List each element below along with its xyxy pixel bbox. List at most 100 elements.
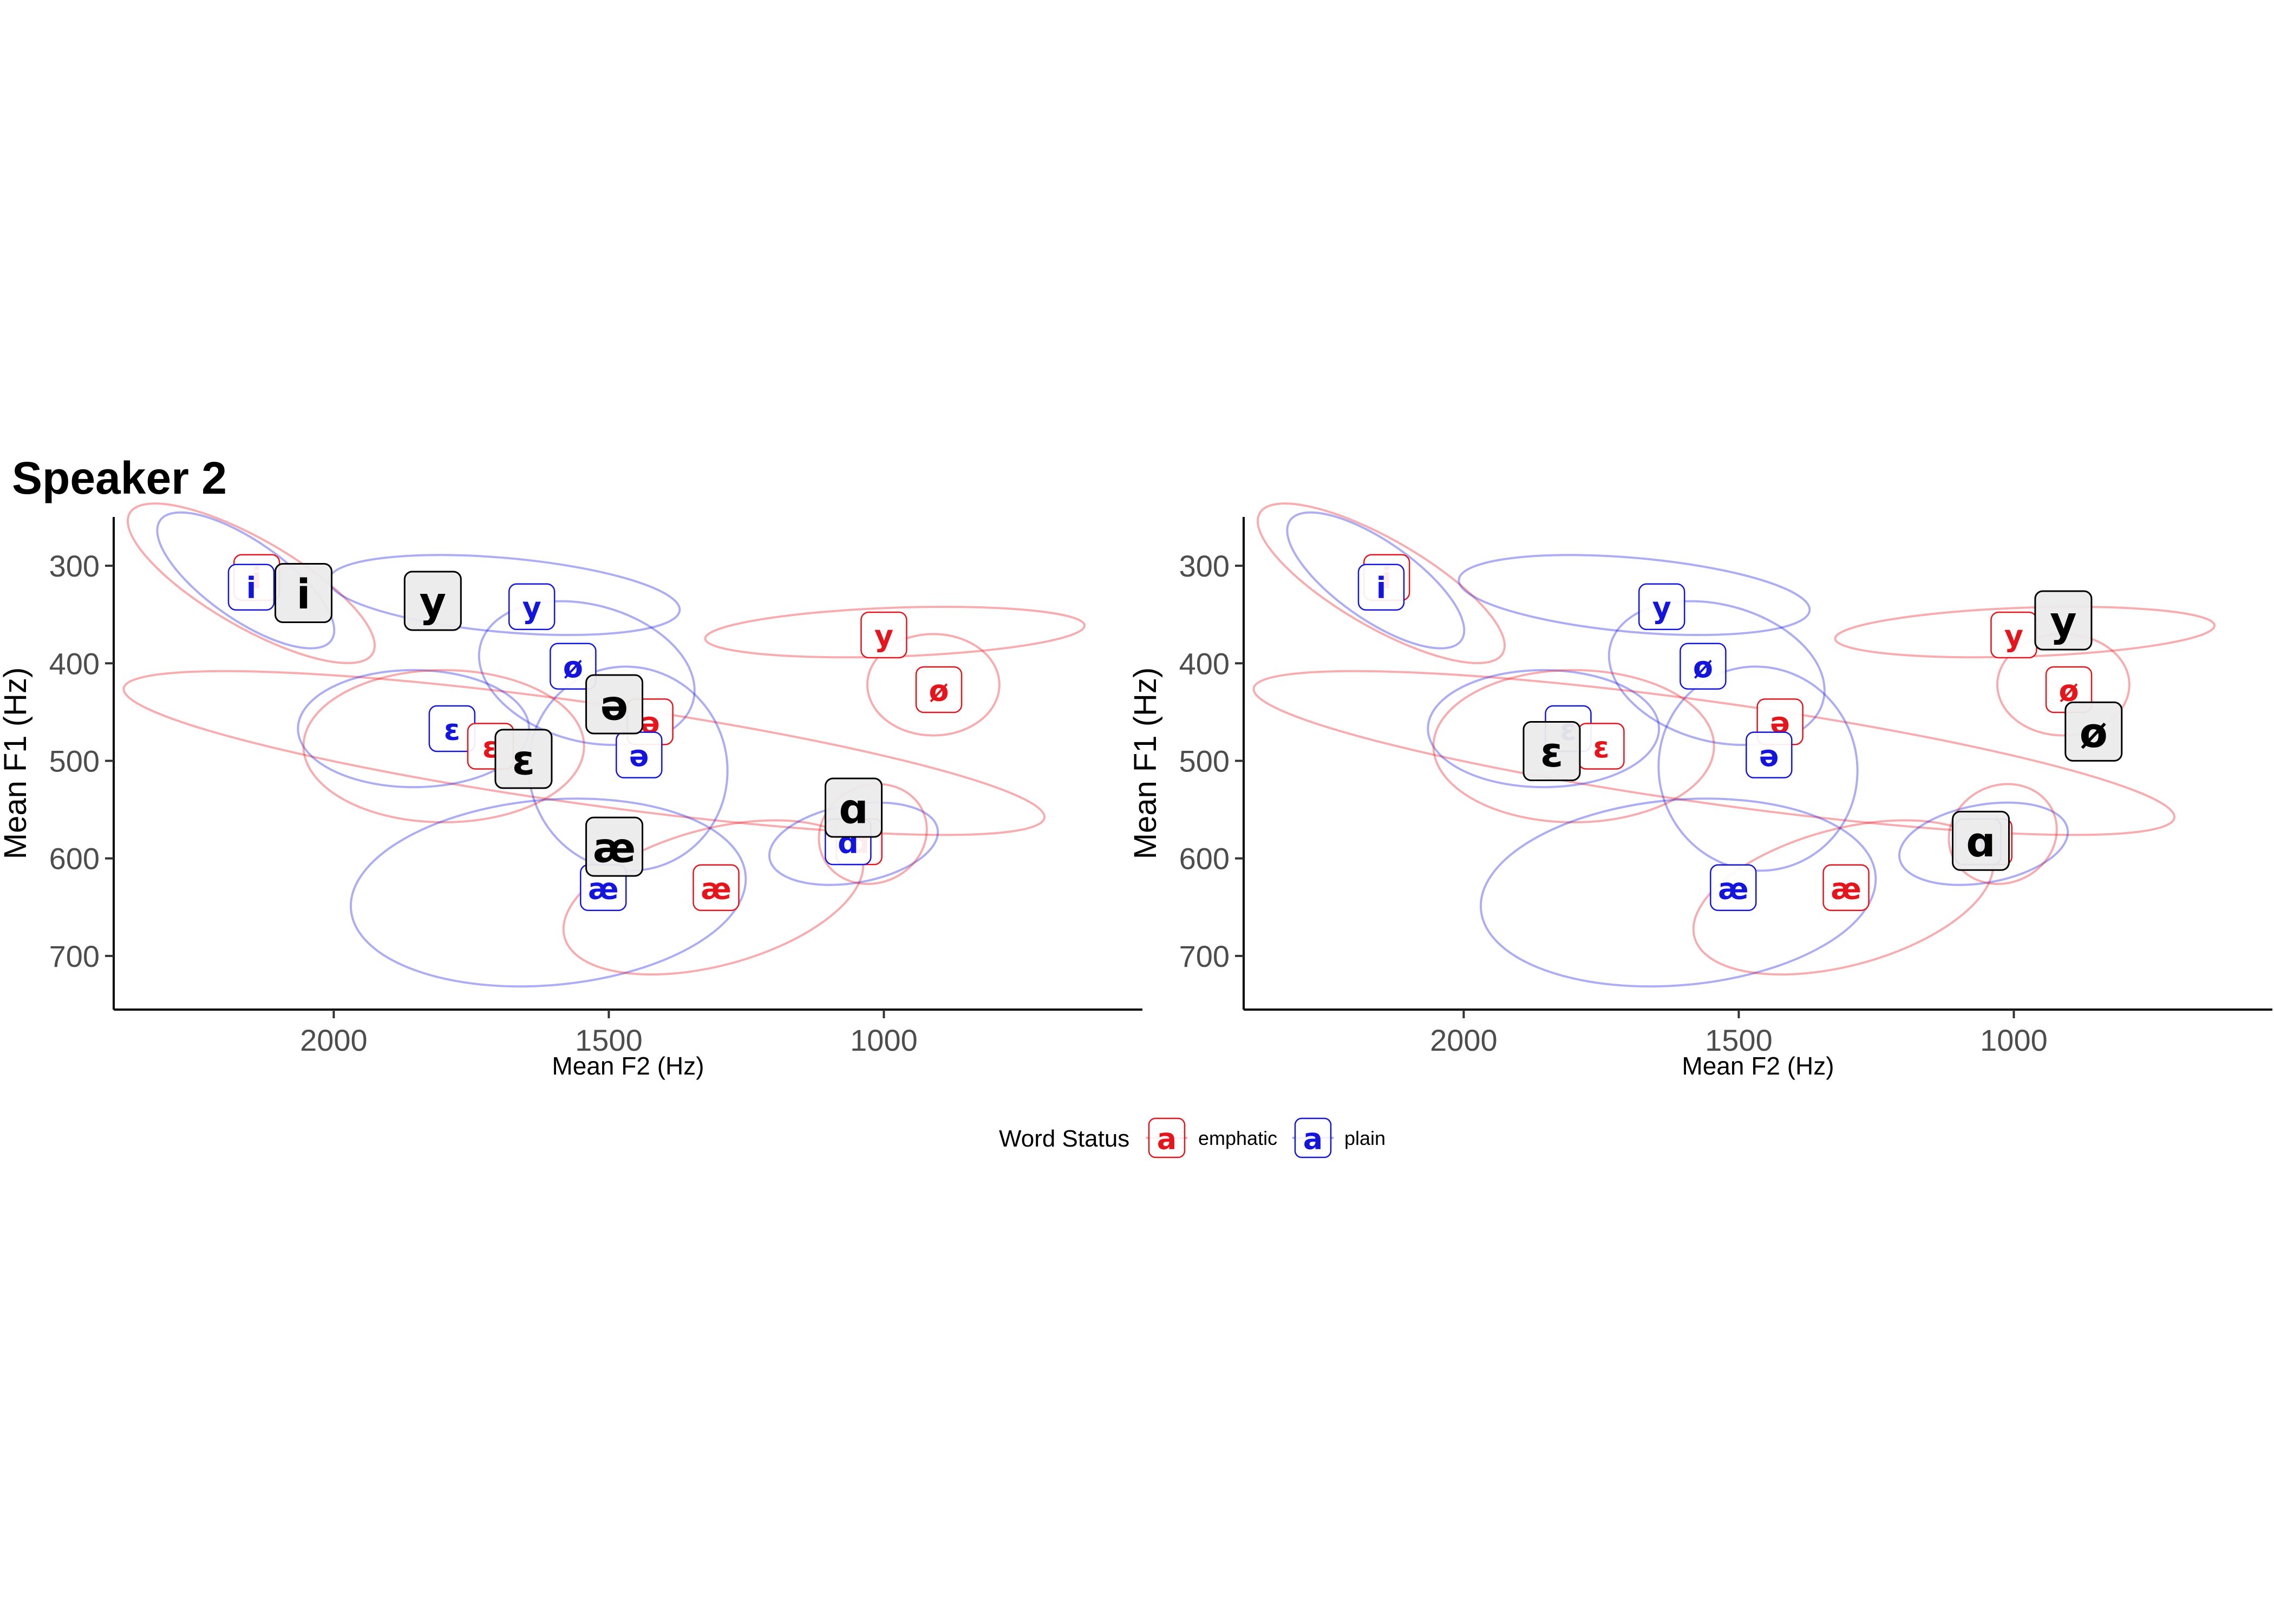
y-tick-label: 600: [49, 842, 100, 876]
ellipse-plain-5: [1608, 600, 1826, 746]
point-plain-8-text: ə: [629, 739, 649, 773]
point-mean-18-text: ɛ: [512, 736, 535, 784]
ellipse-plain-9: [297, 669, 531, 789]
y-tick-label: 500: [1179, 744, 1230, 778]
point-emphatic-14: æ: [692, 864, 740, 912]
point-plain-5-text: ø: [563, 650, 583, 684]
legend-label-emphatic: emphatic: [1198, 1127, 1277, 1149]
point-plain-8: ə: [616, 731, 663, 778]
point-mean-17-text: ɛ: [1540, 728, 1563, 776]
x-axis-title: Mean F2 (Hz): [1682, 1052, 1834, 1080]
point-mean-16: y: [403, 571, 462, 631]
point-plain-13-text: æ: [1718, 872, 1749, 906]
x-tick-label: 1500: [1705, 1023, 1773, 1057]
ellipse-plain-3: [328, 554, 681, 637]
point-mean-16: ø: [2064, 701, 2123, 762]
point-plain-8-text: ə: [1759, 739, 1779, 773]
legend-key-glyph: a: [1303, 1122, 1323, 1156]
point-emphatic-10: ɛ: [1578, 723, 1625, 770]
point-emphatic-4: y: [860, 611, 907, 659]
y-tick-label: 400: [49, 646, 100, 680]
ellipse-plain-13: [1898, 801, 2069, 886]
y-tick-label: 300: [49, 549, 100, 583]
ellipse-plain-3: [1458, 554, 1811, 637]
point-mean-15-text: y: [2050, 598, 2077, 646]
point-emphatic-14: æ: [1822, 864, 1870, 912]
point-plain-3: y: [508, 583, 556, 631]
point-mean-17: ɛ: [1522, 721, 1581, 781]
panel-left: 300 400 500 600 700 2000 1500 1000 Mean F2 (Hz) M…: [0, 502, 1142, 1080]
point-mean-20: æ: [585, 816, 644, 877]
point-emphatic-4-text: y: [2004, 619, 2023, 653]
point-plain-5-text: ø: [1693, 650, 1713, 684]
ellipse-emphatic-1: [1256, 502, 1506, 664]
point-plain-9-text: ɛ: [444, 713, 460, 747]
ellipse-plain-11: [349, 797, 747, 988]
ellipse-emphatic-6: [866, 633, 1001, 737]
x-axis-title: Mean F2 (Hz): [552, 1052, 704, 1080]
y-tick-label: 700: [49, 939, 100, 973]
ellipse-emphatic-10: [302, 669, 585, 824]
point-plain-3: y: [1638, 583, 1685, 631]
point-mean-16-text: ø: [2080, 709, 2108, 757]
point-mean-18: ɛ: [494, 729, 553, 789]
point-plain-2: i: [1357, 564, 1405, 611]
chart-title: Speaker 2: [12, 453, 227, 503]
point-plain-2-text: i: [1376, 571, 1387, 605]
x-tick-label: 1000: [850, 1023, 918, 1057]
legend-label-plain: plain: [1344, 1127, 1386, 1149]
point-emphatic-14-text: æ: [1831, 872, 1861, 906]
point-emphatic-14-text: æ: [701, 872, 731, 906]
point-mean-15: y: [2034, 590, 2093, 651]
point-mean-15-text: i: [297, 570, 311, 618]
legend-key-glyph: a: [1157, 1122, 1177, 1156]
point-mean-18-text: ɑ: [1966, 818, 1995, 866]
ellipse-emphatic-7: [1252, 670, 2176, 836]
point-plain-5: ø: [1680, 643, 1727, 690]
point-mean-17-text: ə: [600, 681, 629, 729]
y-tick-label: 500: [49, 744, 100, 778]
ellipse-plain-2: [156, 511, 336, 650]
point-emphatic-10-text: ɛ: [1593, 730, 1609, 764]
ellipse-emphatic-1: [126, 502, 376, 664]
point-emphatic-6-text: ø: [929, 673, 949, 708]
point-emphatic-6: ø: [915, 666, 963, 713]
point-mean-17: ə: [585, 674, 644, 735]
legend-title: Word Status: [999, 1125, 1129, 1152]
point-emphatic-4-text: y: [874, 619, 893, 653]
x-tick-label: 1000: [1980, 1023, 2048, 1057]
ellipse-plain-5: [478, 600, 696, 746]
legend-item-plain: a plain: [1292, 1117, 1386, 1158]
point-plain-2: i: [227, 564, 275, 611]
point-mean-15: i: [275, 563, 333, 624]
point-plain-13-text: æ: [588, 872, 619, 906]
point-plain-13: æ: [1710, 864, 1757, 912]
point-plain-5: ø: [550, 643, 597, 690]
ellipse-emphatic-10: [1432, 669, 1715, 824]
point-mean-16-text: y: [420, 578, 447, 626]
y-axis-title: Mean F1 (Hz): [0, 667, 33, 860]
point-plain-2-text: i: [246, 571, 257, 605]
x-tick-label: 2000: [300, 1023, 368, 1057]
y-tick-label: 700: [1179, 939, 1230, 973]
x-tick-label: 1500: [575, 1023, 643, 1057]
y-axis-title: Mean F1 (Hz): [1128, 667, 1163, 860]
ellipse-plain-2: [1286, 511, 1466, 650]
point-plain-3-text: y: [1652, 591, 1671, 625]
point-mean-19: ɑ: [825, 777, 883, 838]
point-mean-20-text: æ: [593, 824, 636, 872]
point-emphatic-4: y: [1990, 611, 2037, 659]
y-tick-label: 400: [1179, 646, 1230, 680]
ellipse-plain-11: [1479, 797, 1877, 988]
y-tick-label: 300: [1179, 549, 1230, 583]
point-plain-8: ə: [1746, 731, 1793, 778]
point-plain-3-text: y: [522, 591, 541, 625]
panel-right: 300 400 500 600 700 2000 1500 1000 Mean F2 (Hz) M…: [1128, 502, 2272, 1080]
ellipse-plain-9: [1427, 669, 1661, 789]
point-mean-19-text: ɑ: [839, 784, 868, 833]
y-tick-label: 600: [1179, 842, 1230, 876]
legend-item-emphatic: a emphatic: [1146, 1117, 1277, 1158]
legend: Word Status a emphatic a plain: [999, 1117, 1386, 1158]
point-plain-9: ɛ: [428, 705, 476, 752]
